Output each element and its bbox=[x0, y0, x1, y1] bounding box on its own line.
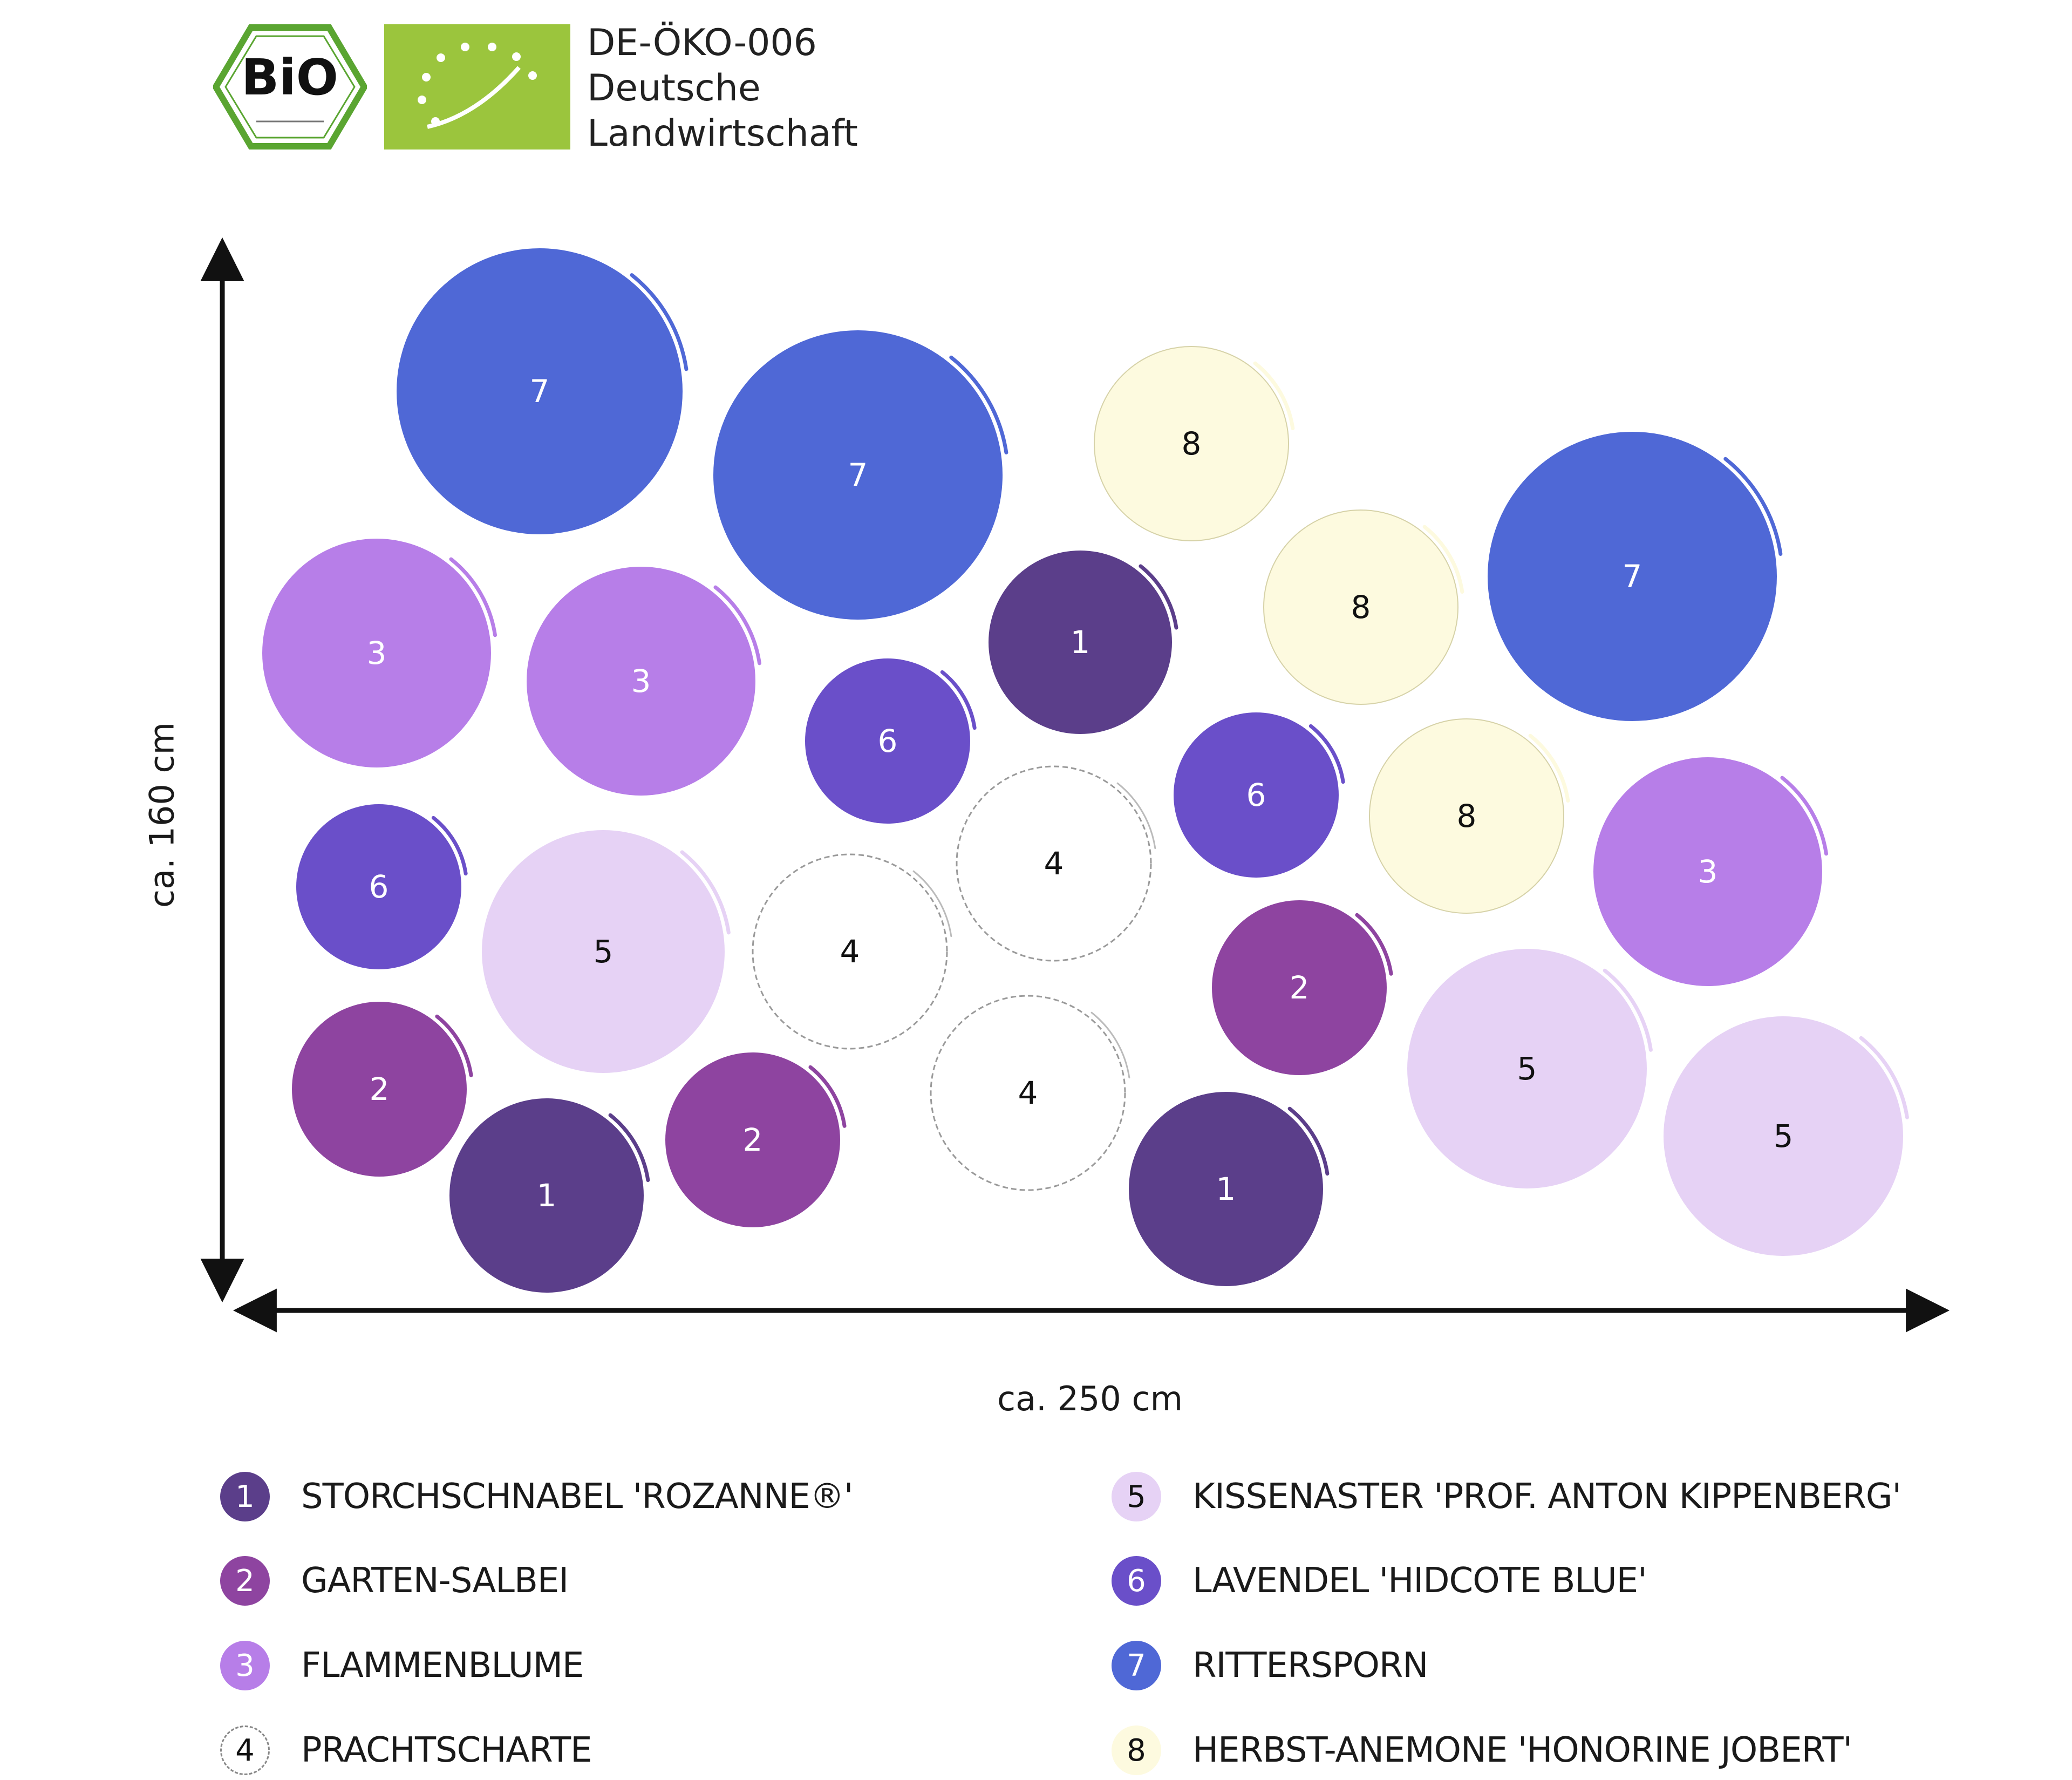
legend-badge-7: 7 bbox=[1112, 1641, 1161, 1690]
eu-star-icon bbox=[512, 52, 521, 61]
plant-6-number: 6 bbox=[369, 868, 389, 905]
cert-country-line2: Landwirtschaft bbox=[587, 112, 858, 155]
plant-3-number: 3 bbox=[631, 663, 651, 699]
plant-4-number: 4 bbox=[1044, 845, 1064, 882]
plant-6-number: 6 bbox=[878, 723, 898, 759]
plant-5-number: 5 bbox=[1774, 1118, 1794, 1154]
plant-3-circle: 3 bbox=[527, 567, 762, 796]
plant-3-number: 3 bbox=[1698, 853, 1718, 890]
plant-8-circle: 8 bbox=[1263, 509, 1464, 705]
eu-star-icon bbox=[528, 71, 537, 80]
plant-1-circle: 1 bbox=[1129, 1092, 1330, 1286]
bio-seal-text: BiO bbox=[241, 49, 338, 106]
width-dimension-label: ca. 250 cm bbox=[997, 1379, 1183, 1418]
plant-2-circle: 2 bbox=[665, 1052, 847, 1227]
plant-7-number: 7 bbox=[848, 457, 868, 493]
plant-6-circle: 6 bbox=[805, 658, 977, 824]
legend-item-6: 6 LAVENDEL 'HIDCOTE BLUE' bbox=[1112, 1551, 1647, 1611]
legend-label-4: PRACHTSCHARTE bbox=[301, 1730, 592, 1770]
legend-label-2: GARTEN-SALBEI bbox=[301, 1561, 569, 1601]
plant-7-number: 7 bbox=[1623, 558, 1642, 595]
bio-seal-logo: BiO bbox=[212, 24, 368, 150]
legend-badge-2: 2 bbox=[220, 1556, 270, 1606]
legend-badge-5: 5 bbox=[1112, 1472, 1161, 1521]
plant-4-circle: 4 bbox=[752, 853, 952, 1050]
eu-star-icon bbox=[461, 43, 469, 51]
legend-label-3: FLAMMENBLUME bbox=[301, 1646, 584, 1686]
plant-8-number: 8 bbox=[1457, 798, 1477, 834]
legend-label-5: KISSENASTER 'PROF. ANTON KIPPENBERG' bbox=[1192, 1477, 1901, 1517]
legend-badge-6: 6 bbox=[1112, 1556, 1161, 1606]
certification-text: DE-ÖKO-006 Deutsche Landwirtschaft bbox=[587, 21, 858, 157]
plant-5-circle: 5 bbox=[1664, 1016, 1909, 1256]
plant-1-circle: 1 bbox=[449, 1098, 650, 1293]
eu-star-icon bbox=[488, 43, 496, 51]
plant-1-circle: 1 bbox=[989, 551, 1178, 734]
plant-6-circle: 6 bbox=[296, 804, 468, 969]
plant-8-circle: 8 bbox=[1369, 718, 1570, 914]
legend-label-6: LAVENDEL 'HIDCOTE BLUE' bbox=[1192, 1561, 1647, 1601]
plant-4-circle: 4 bbox=[956, 765, 1156, 962]
plant-2-number: 2 bbox=[743, 1122, 763, 1158]
legend-badge-8: 8 bbox=[1112, 1725, 1161, 1775]
plant-2-number: 2 bbox=[370, 1071, 390, 1108]
planting-plan: 7 7 8 7 3 3 1 8 6 4 6 8 3 6 5 4 2 5 2 4 1 2 1 5 bbox=[200, 237, 1950, 1333]
plant-4-number: 4 bbox=[840, 933, 860, 970]
eu-organic-leaf-logo bbox=[384, 24, 570, 150]
plant-6-number: 6 bbox=[1246, 777, 1266, 813]
legend-badge-3: 3 bbox=[220, 1641, 270, 1690]
plant-4-number: 4 bbox=[1018, 1075, 1038, 1111]
legend-item-4: 4 PRACHTSCHARTE bbox=[220, 1721, 592, 1780]
plant-8-circle: 8 bbox=[1094, 346, 1295, 541]
plant-7-circle: 7 bbox=[713, 330, 1008, 620]
legend-badge-1: 1 bbox=[220, 1472, 270, 1521]
plant-5-circle: 5 bbox=[482, 830, 731, 1073]
plant-2-circle: 2 bbox=[1212, 900, 1393, 1075]
legend-label-8: HERBST-ANEMONE 'HONORINE JOBERT' bbox=[1192, 1730, 1852, 1770]
plant-3-number: 3 bbox=[367, 635, 387, 671]
legend-item-1: 1 STORCHSCHNABEL 'ROZANNE®' bbox=[220, 1467, 853, 1526]
legend-badge-4: 4 bbox=[220, 1725, 270, 1775]
eu-star-icon bbox=[437, 53, 445, 62]
legend-item-7: 7 RITTERSPORN bbox=[1112, 1636, 1428, 1695]
plant-4-circle: 4 bbox=[930, 995, 1130, 1191]
plant-7-number: 7 bbox=[530, 373, 550, 410]
legend-item-3: 3 FLAMMENBLUME bbox=[220, 1636, 584, 1695]
legend-item-5: 5 KISSENASTER 'PROF. ANTON KIPPENBERG' bbox=[1112, 1467, 1901, 1526]
plant-3-circle: 3 bbox=[1593, 757, 1829, 986]
plant-3-circle: 3 bbox=[262, 539, 497, 767]
plant-7-circle: 7 bbox=[1488, 432, 1783, 721]
height-dimension-label: ca. 160 cm bbox=[142, 722, 182, 908]
plant-5-number: 5 bbox=[594, 933, 614, 970]
cert-country-line1: Deutsche bbox=[587, 67, 761, 110]
legend-label-7: RITTERSPORN bbox=[1192, 1646, 1428, 1686]
plant-8-number: 8 bbox=[1182, 425, 1202, 462]
eu-star-icon bbox=[418, 96, 426, 104]
plant-2-circle: 2 bbox=[292, 1002, 473, 1177]
plant-7-circle: 7 bbox=[397, 248, 689, 534]
plant-1-number: 1 bbox=[1071, 624, 1090, 661]
legend-item-8: 8 HERBST-ANEMONE 'HONORINE JOBERT' bbox=[1112, 1721, 1852, 1780]
plant-5-circle: 5 bbox=[1407, 949, 1653, 1188]
legend-label-1: STORCHSCHNABEL 'ROZANNE®' bbox=[301, 1477, 853, 1517]
plant-2-number: 2 bbox=[1290, 969, 1310, 1006]
plant-5-number: 5 bbox=[1517, 1050, 1537, 1087]
plant-1-number: 1 bbox=[1216, 1171, 1236, 1207]
cert-code: DE-ÖKO-006 bbox=[587, 22, 817, 64]
plant-1-number: 1 bbox=[537, 1177, 557, 1214]
plant-6-circle: 6 bbox=[1174, 712, 1345, 878]
plant-8-number: 8 bbox=[1351, 589, 1371, 626]
legend-item-2: 2 GARTEN-SALBEI bbox=[220, 1551, 569, 1611]
eu-star-icon bbox=[422, 73, 431, 81]
